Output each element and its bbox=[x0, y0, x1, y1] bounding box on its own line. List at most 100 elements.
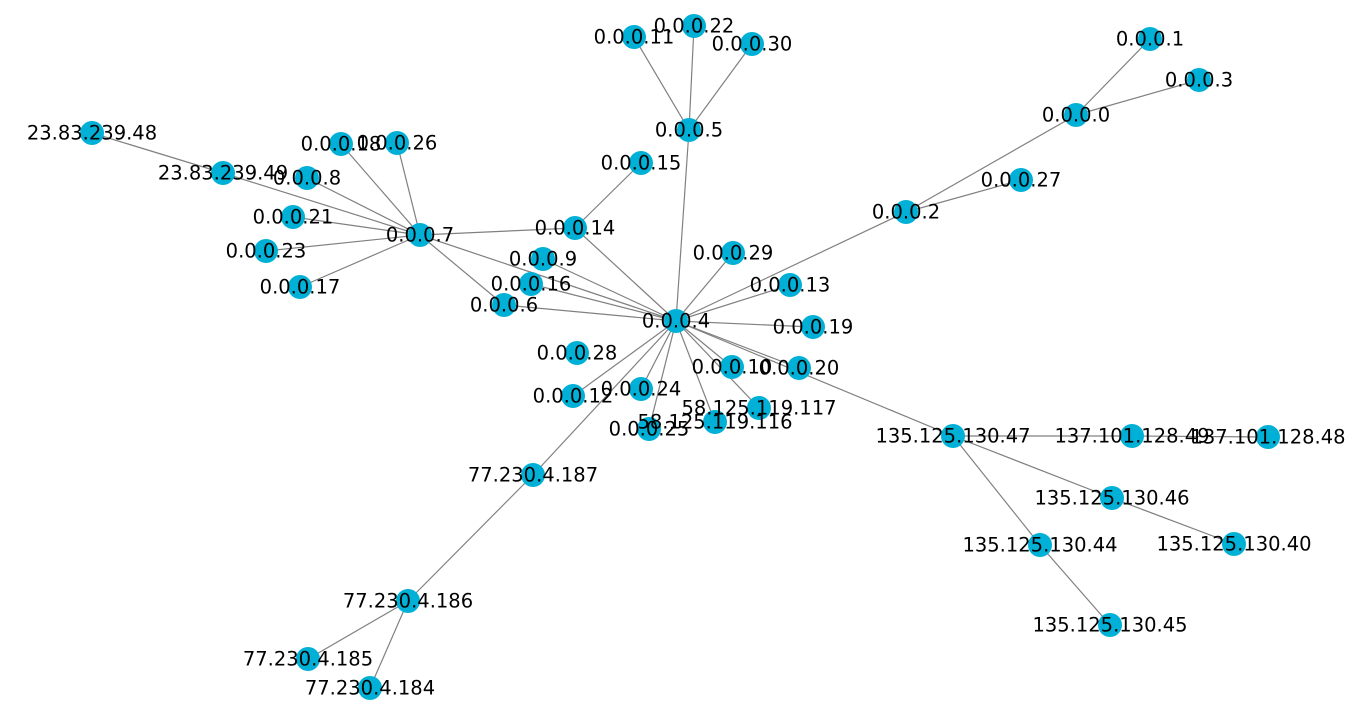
node-label-0-0-0-17: 0.0.0.17 bbox=[260, 276, 341, 299]
node-label-0-0-0-14: 0.0.0.14 bbox=[535, 217, 616, 240]
edge-0-0-0-13--0-0-0-4 bbox=[675, 284, 791, 322]
edge-0-0-0-25--0-0-0-4 bbox=[648, 320, 677, 430]
node-label-0-0-0-0: 0.0.0.0 bbox=[1042, 104, 1110, 127]
node-label-0-0-0-15: 0.0.0.15 bbox=[601, 152, 682, 175]
node-23-83-239-48 bbox=[80, 121, 104, 145]
node-77-230-4-187 bbox=[521, 463, 545, 487]
edge-0-0-0-5--0-0-0-11 bbox=[633, 36, 690, 131]
edge-77-230-4-186--77-230-4-184 bbox=[369, 600, 409, 689]
node-label-0-0-0-6: 0.0.0.6 bbox=[470, 294, 538, 317]
edge-77-230-4-186--77-230-4-185 bbox=[307, 600, 409, 660]
node-label-137-101-128-49: 137.101.128.49 bbox=[1054, 425, 1209, 448]
node-label-0-0-0-11: 0.0.0.11 bbox=[594, 26, 675, 49]
node-0-0-0-2 bbox=[894, 200, 918, 224]
edge-135-125-130-47--135-125-130-44 bbox=[952, 435, 1041, 546]
node-label-0-0-0-20: 0.0.0.20 bbox=[759, 357, 840, 380]
node-label-0-0-0-12: 0.0.0.12 bbox=[533, 385, 614, 408]
edge-135-125-130-46--135-125-130-40 bbox=[1111, 497, 1235, 545]
node-0-0-0-21 bbox=[281, 205, 305, 229]
node-label-77-230-4-187: 77.230.4.187 bbox=[468, 464, 598, 487]
node-label-0-0-0-27: 0.0.0.27 bbox=[981, 169, 1062, 192]
node-label-0-0-0-29: 0.0.0.29 bbox=[693, 242, 774, 265]
edge-0-0-0-14--0-0-0-4 bbox=[574, 227, 677, 322]
graph-edges bbox=[91, 25, 1269, 689]
node-label-77-230-4-184: 77.230.4.184 bbox=[305, 677, 435, 700]
node-137-101-128-48 bbox=[1256, 425, 1280, 449]
node-0-0-0-1 bbox=[1138, 27, 1162, 51]
node-label-0-0-0-2: 0.0.0.2 bbox=[872, 201, 940, 224]
edge-0-0-0-7--0-0-0-21 bbox=[292, 216, 421, 236]
node-0-0-0-24 bbox=[629, 377, 653, 401]
edge-0-0-0-0--0-0-0-1 bbox=[1075, 38, 1151, 116]
node-label-135-125-130-40: 135.125.130.40 bbox=[1156, 533, 1311, 556]
edge-0-0-0-5--0-0-0-30 bbox=[688, 43, 753, 131]
node-0-0-0-15 bbox=[629, 151, 653, 175]
node-label-135-125-130-47: 135.125.130.47 bbox=[875, 425, 1030, 448]
node-0-0-0-23 bbox=[254, 239, 278, 263]
node-label-58-125-119-116: 58.125.119.116 bbox=[637, 411, 792, 434]
node-0-0-0-28 bbox=[565, 341, 589, 365]
node-0-0-0-10 bbox=[720, 355, 744, 379]
node-label-0-0-0-3: 0.0.0.3 bbox=[1165, 69, 1233, 92]
node-77-230-4-185 bbox=[296, 647, 320, 671]
edge-0-0-0-10--0-0-0-4 bbox=[675, 320, 733, 368]
edge-23-83-239-49--23-83-239-48 bbox=[91, 132, 224, 174]
node-label-135-125-130-46: 135.125.130.46 bbox=[1034, 487, 1189, 510]
node-label-0-0-0-23: 0.0.0.23 bbox=[226, 240, 307, 263]
edge-0-0-0-5--0-0-0-4 bbox=[675, 129, 690, 322]
node-135-125-130-45 bbox=[1098, 613, 1122, 637]
graph-nodes bbox=[80, 14, 1280, 700]
edge-0-0-0-7--0-0-0-4 bbox=[419, 234, 677, 322]
edge-0-0-0-2--0-0-0-27 bbox=[905, 179, 1022, 213]
node-0-0-0-3 bbox=[1187, 68, 1211, 92]
node-label-0-0-0-21: 0.0.0.21 bbox=[253, 206, 334, 229]
node-77-230-4-184 bbox=[358, 676, 382, 700]
node-label-0-0-0-10: 0.0.0.10 bbox=[692, 356, 773, 379]
node-label-23-83-239-49: 23.83.239.49 bbox=[158, 162, 288, 185]
node-58-125-119-116 bbox=[703, 410, 727, 434]
node-0-0-0-22 bbox=[682, 14, 706, 38]
edge-0-0-0-19--0-0-0-4 bbox=[675, 320, 814, 328]
edge-0-0-0-7--0-0-0-8 bbox=[306, 177, 421, 236]
node-23-83-239-49 bbox=[211, 161, 235, 185]
edge-0-0-0-7--0-0-0-26 bbox=[396, 142, 421, 236]
edge-135-125-130-44--135-125-130-45 bbox=[1039, 544, 1111, 626]
edge-58-125-119-116--0-0-0-4 bbox=[675, 320, 716, 423]
edge-0-0-0-5--0-0-0-22 bbox=[688, 25, 695, 131]
edge-0-0-0-7--23-83-239-49 bbox=[222, 172, 421, 236]
node-label-0-0-0-1: 0.0.0.1 bbox=[1116, 28, 1184, 51]
edge-0-0-0-9--0-0-0-4 bbox=[542, 258, 677, 322]
node-0-0-0-8 bbox=[295, 166, 319, 190]
node-0-0-0-29 bbox=[721, 241, 745, 265]
edge-0-0-0-7--0-0-0-17 bbox=[299, 234, 421, 288]
edge-0-0-0-15--0-0-0-14 bbox=[574, 162, 642, 229]
edge-0-0-0-29--0-0-0-4 bbox=[675, 252, 734, 322]
node-label-0-0-0-9: 0.0.0.9 bbox=[509, 248, 577, 271]
edge-0-0-0-0--0-0-0-2 bbox=[905, 114, 1077, 213]
edge-0-0-0-24--0-0-0-4 bbox=[640, 320, 677, 390]
node-0-0-0-26 bbox=[385, 131, 409, 155]
edge-0-0-0-7--0-0-0-6 bbox=[419, 234, 505, 306]
node-label-23-83-239-48: 23.83.239.48 bbox=[27, 122, 157, 145]
node-label-0-0-0-24: 0.0.0.24 bbox=[601, 378, 682, 401]
node-0-0-0-11 bbox=[622, 25, 646, 49]
edge-0-0-0-7--0-0-0-23 bbox=[265, 234, 421, 252]
edge-0-0-0-6--0-0-0-4 bbox=[503, 304, 677, 322]
node-0-0-0-7 bbox=[408, 223, 432, 247]
node-label-77-230-4-185: 77.230.4.185 bbox=[243, 648, 373, 671]
edge-0-0-0-20--0-0-0-4 bbox=[675, 320, 800, 369]
node-label-0-0-0-28: 0.0.0.28 bbox=[537, 342, 618, 365]
node-label-0-0-0-7: 0.0.0.7 bbox=[386, 224, 454, 247]
node-label-0-0-0-25: 0.0.0.25 bbox=[609, 418, 690, 441]
node-label-0-0-0-16: 0.0.0.16 bbox=[491, 273, 572, 296]
node-0-0-0-12 bbox=[561, 384, 585, 408]
node-135-125-130-40 bbox=[1222, 532, 1246, 556]
node-label-0-0-0-8: 0.0.0.8 bbox=[273, 167, 341, 190]
node-label-0-0-0-13: 0.0.0.13 bbox=[750, 274, 831, 297]
node-135-125-130-44 bbox=[1028, 533, 1052, 557]
node-label-135-125-130-45: 135.125.130.45 bbox=[1032, 614, 1187, 637]
node-77-230-4-186 bbox=[396, 589, 420, 613]
graph-labels: 0.0.0.0 0.0.0.1 0.0.0.3 0.0.0.2 0.0.0.27 0.0.… bbox=[27, 15, 1346, 700]
node-label-137-101-128-48: 137.101.128.48 bbox=[1190, 426, 1345, 449]
